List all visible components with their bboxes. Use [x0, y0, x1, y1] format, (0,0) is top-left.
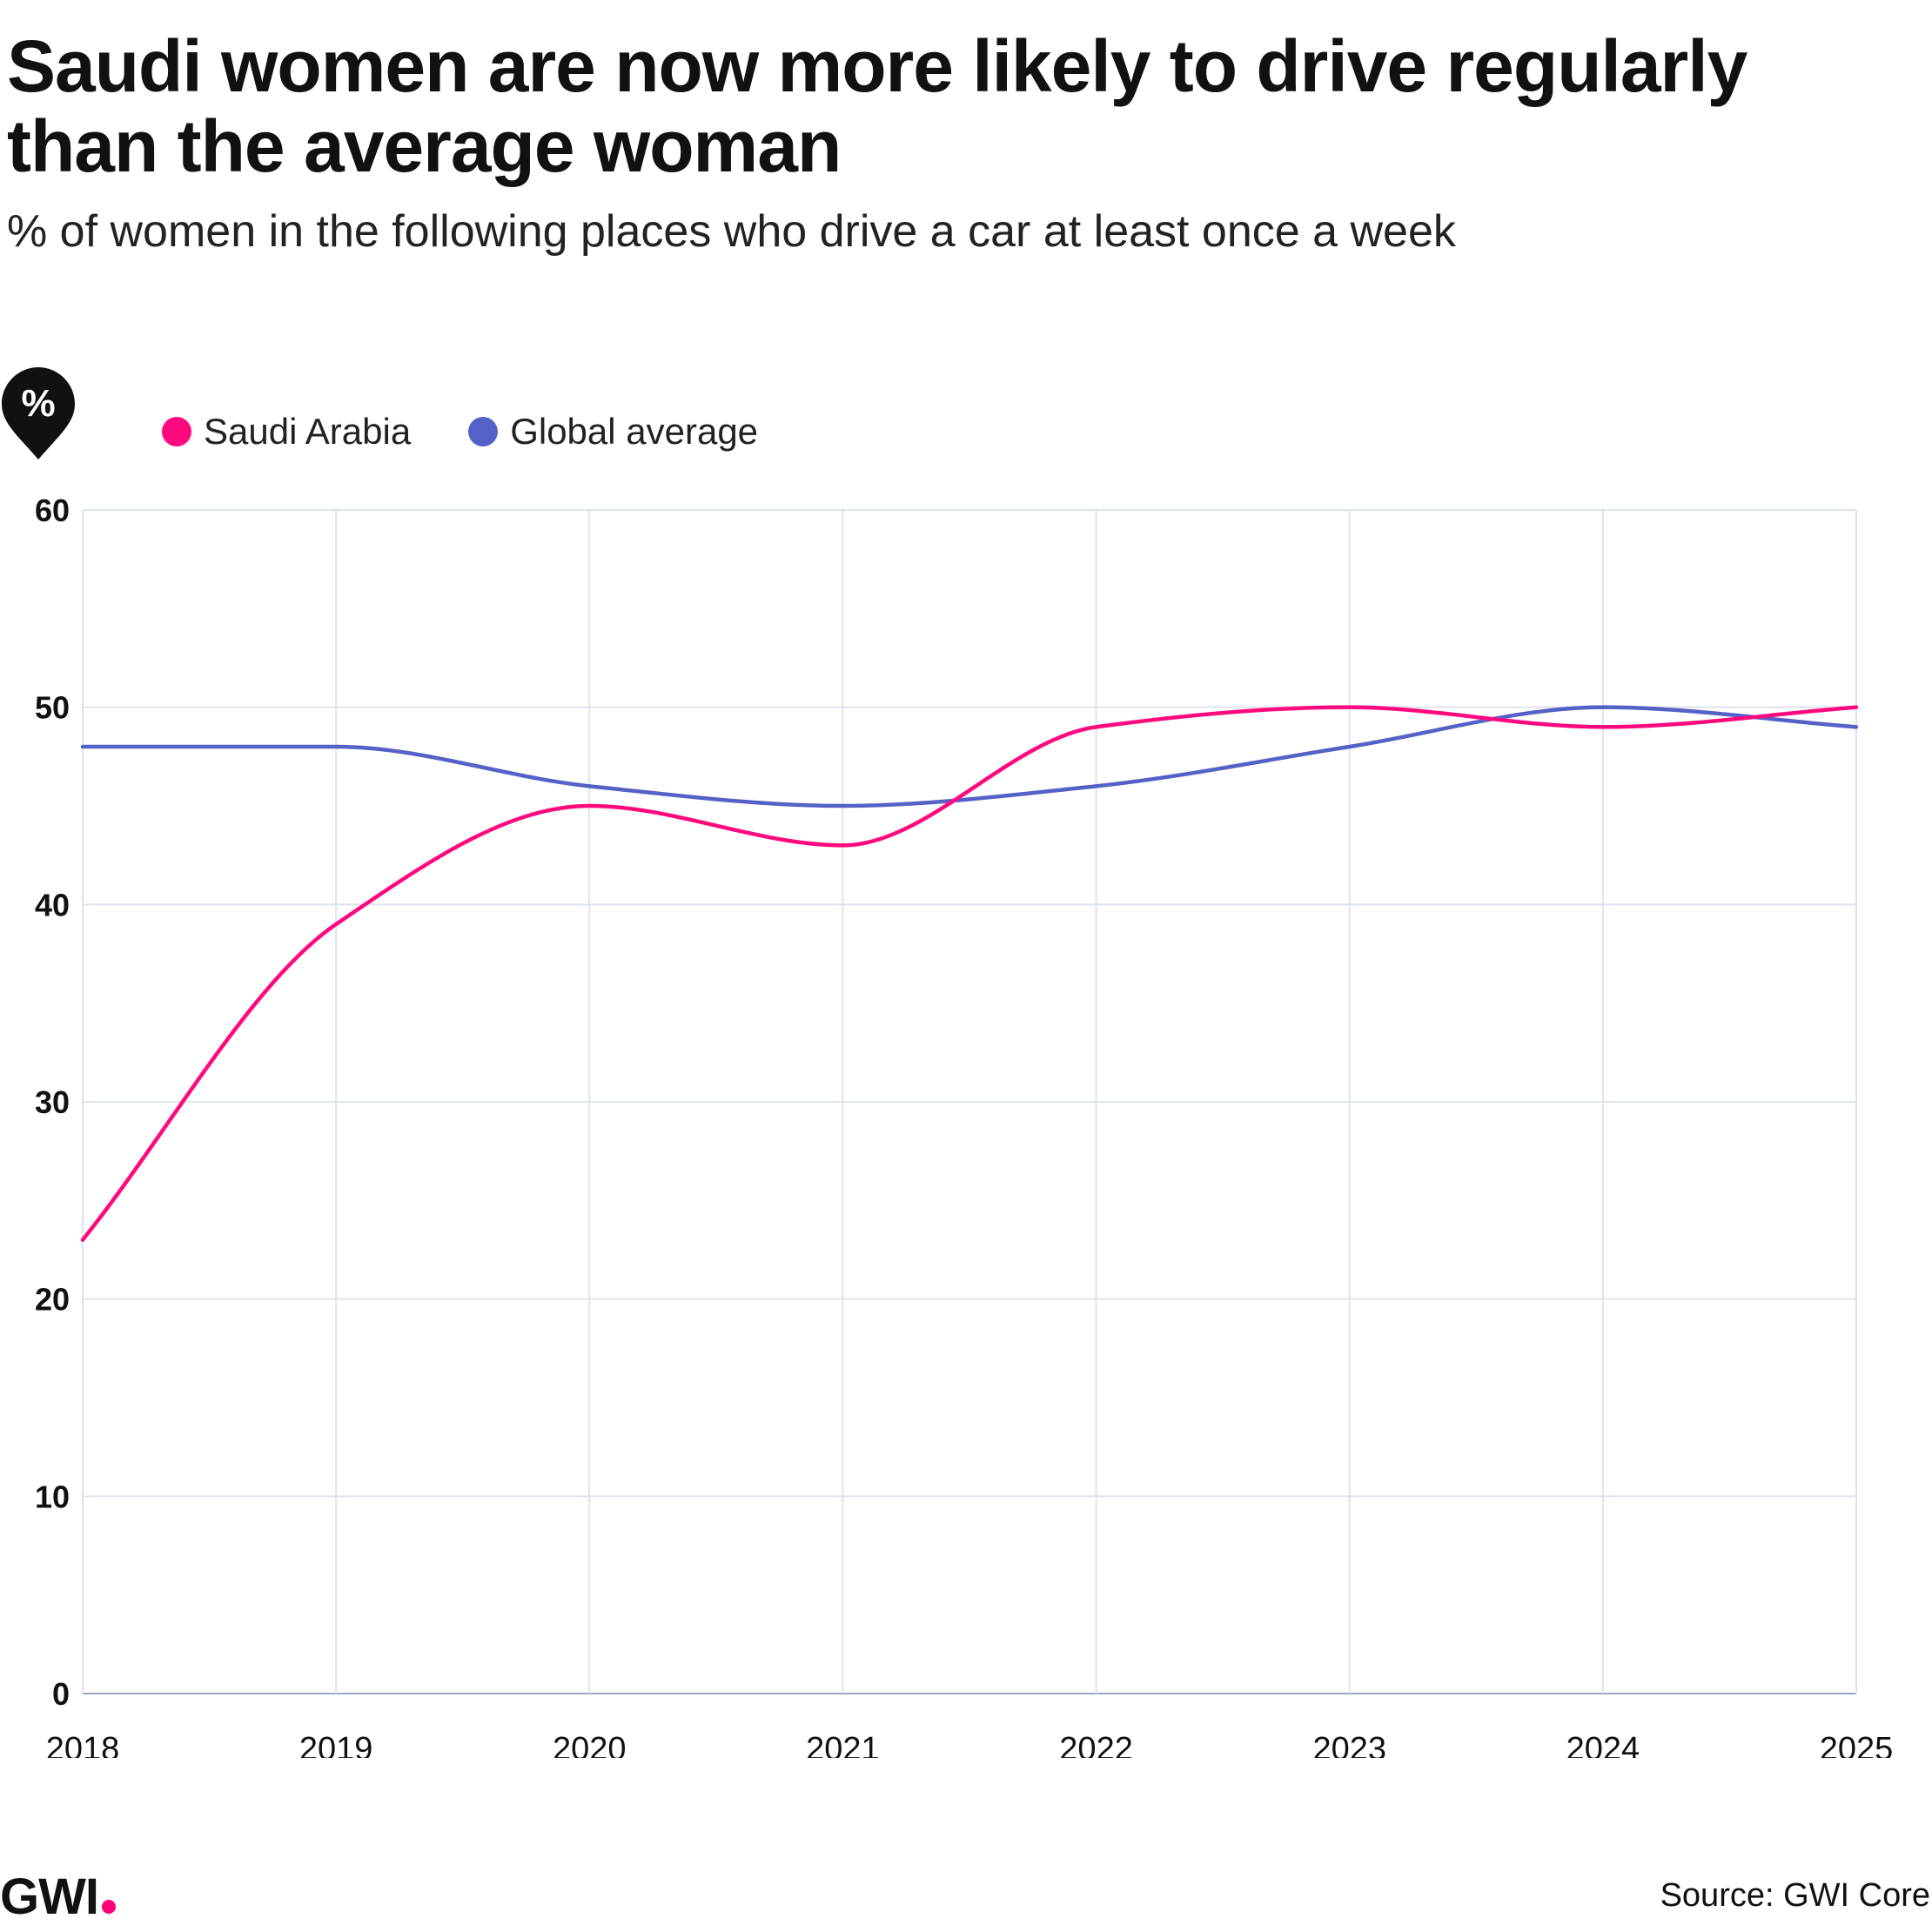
legend-label-global-average: Global average	[510, 411, 759, 452]
y-tick-label: 50	[35, 690, 70, 726]
y-tick-label: 60	[35, 493, 70, 528]
legend: Saudi Arabia Global average	[162, 409, 758, 454]
x-axis-ticks: 2018 2019 2020 2021 2022 2023 2024 2025	[46, 1731, 1894, 1758]
grid	[82, 509, 1857, 1694]
legend-item-saudi-arabia: Saudi Arabia	[162, 411, 411, 453]
x-tick-label: 2020	[553, 1731, 627, 1758]
series	[80, 705, 1859, 1242]
gwi-logo: GWI	[0, 1869, 116, 1925]
source-note: Source: GWI Core	[1660, 1877, 1930, 1914]
chart-title: Saudi women are now more likely to drive…	[7, 25, 1748, 187]
x-tick-label: 2022	[1059, 1731, 1133, 1758]
y-tick-label: 40	[35, 887, 70, 922]
x-tick-label: 2023	[1312, 1731, 1386, 1758]
percent-pin-icon: %	[2, 367, 75, 460]
series-line-global-average	[80, 705, 1859, 808]
y-tick-label: 0	[52, 1676, 70, 1712]
logo-dot	[101, 1900, 116, 1914]
y-tick-label: 30	[35, 1084, 70, 1120]
x-tick-label: 2025	[1820, 1731, 1894, 1758]
logo-text: GWI	[0, 1868, 99, 1925]
x-tick-label: 2024	[1566, 1731, 1640, 1758]
percent-badge-label: %	[21, 382, 55, 425]
legend-dot-global-average	[468, 417, 499, 446]
series-line-saudi-arabia	[80, 705, 1859, 1242]
x-tick-label: 2018	[46, 1731, 120, 1758]
x-tick-label: 2019	[299, 1731, 373, 1758]
legend-item-global-average: Global average	[468, 411, 758, 453]
chart-subtitle: % of women in the following places who d…	[7, 206, 1456, 257]
legend-label-saudi-arabia: Saudi Arabia	[204, 411, 412, 452]
y-tick-label: 20	[35, 1282, 70, 1318]
x-tick-label: 2021	[806, 1731, 880, 1758]
y-tick-label: 10	[35, 1479, 70, 1514]
legend-dot-saudi-arabia	[162, 417, 191, 446]
y-axis-ticks: 0 10 20 30 40 50 60	[35, 493, 70, 1712]
